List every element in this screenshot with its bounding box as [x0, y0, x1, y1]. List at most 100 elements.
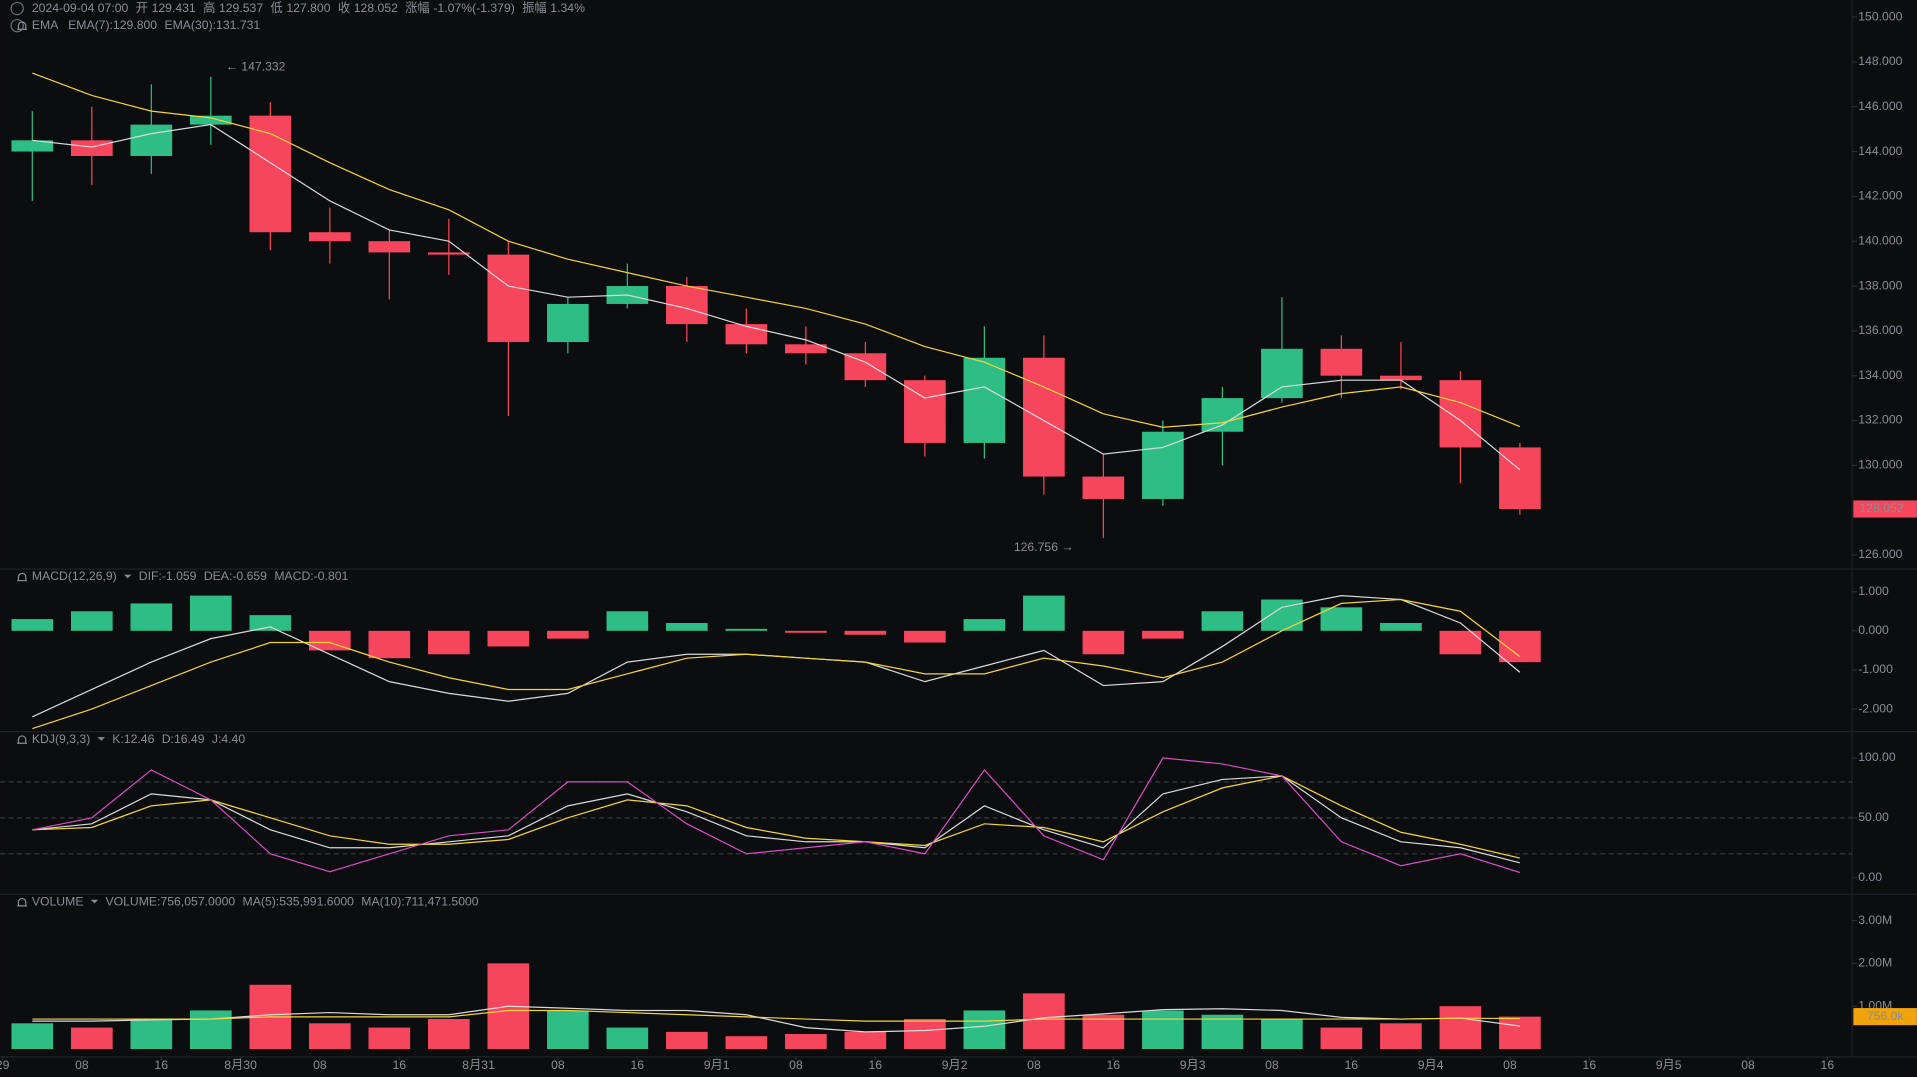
- legend-entry: MACD:-0.801: [274, 569, 348, 583]
- candle-body: [130, 124, 173, 157]
- volume-bar: [130, 1019, 173, 1050]
- candle-body: [1380, 375, 1422, 381]
- legend-entry: VOLUME:756,057.0000: [105, 894, 235, 908]
- y-tick-label: 140.000: [1858, 233, 1902, 247]
- candle-body: [725, 324, 768, 345]
- legend-title[interactable]: EMA: [32, 18, 59, 32]
- indicator-line: [32, 123, 1521, 471]
- candle-body: [1439, 380, 1482, 448]
- macd-bar: [1439, 630, 1482, 655]
- candle-body: [547, 303, 589, 343]
- info-label: 开: [136, 1, 148, 15]
- collapse-icon[interactable]: [10, 18, 24, 33]
- candle-body: [11, 140, 54, 152]
- y-tick-label: 132.000: [1858, 413, 1902, 427]
- info-label: 涨幅: [405, 0, 429, 15]
- y-tick-label: 2.00M: [1858, 956, 1892, 970]
- volume-bar: [666, 1031, 708, 1050]
- x-tick-label: 16: [630, 1058, 644, 1072]
- candle-body: [487, 254, 530, 343]
- info-value: 127.800: [286, 1, 330, 15]
- volume-bar: [904, 1019, 946, 1050]
- x-tick-label: 9月2: [942, 1058, 968, 1072]
- macd-bar: [963, 619, 1006, 631]
- candle-body: [70, 140, 113, 157]
- volume-bar: [1082, 1014, 1125, 1050]
- y-tick-label: 150.000: [1858, 9, 1902, 23]
- macd-bar: [368, 630, 411, 659]
- volume-bar: [1201, 1014, 1244, 1050]
- volume-bar: [1142, 1010, 1184, 1050]
- candle-body: [309, 232, 351, 242]
- x-tick-label: 08: [313, 1058, 327, 1072]
- volume-bar: [189, 1010, 232, 1050]
- macd-bar: [1320, 607, 1363, 631]
- dropdown-arrow[interactable]: [90, 899, 99, 904]
- bell-icon: [17, 21, 27, 30]
- info-value: 129.431: [152, 1, 196, 15]
- legend-title[interactable]: KDJ(9,3,3): [32, 732, 90, 746]
- info-label: 振幅: [522, 0, 546, 15]
- candle-body: [1082, 476, 1125, 499]
- x-tick-label: 16: [154, 1058, 168, 1072]
- price-annotation: ← 147.332: [226, 59, 286, 73]
- info-label: 收: [338, 1, 350, 15]
- macd-bar: [1201, 611, 1244, 631]
- candle-body: [1023, 357, 1065, 477]
- x-tick-label: 08: [551, 1058, 565, 1072]
- macd-bar: [130, 603, 173, 631]
- macd-bar: [666, 622, 708, 631]
- volume-bar: [606, 1027, 649, 1050]
- macd-bar: [1023, 595, 1065, 631]
- y-tick-label: -2.000: [1858, 701, 1893, 715]
- macd-bar: [11, 619, 54, 631]
- y-tick-label: 130.000: [1858, 458, 1902, 472]
- dropdown-arrow[interactable]: [97, 737, 105, 741]
- volume-bar: [1261, 1019, 1303, 1050]
- candle-body: [428, 252, 470, 255]
- volume-bar: [309, 1023, 351, 1050]
- legend-title[interactable]: MACD(12,26,9): [32, 569, 117, 583]
- legend-entry: K:12.46: [112, 732, 154, 746]
- y-tick-label: 1.000: [1858, 584, 1889, 598]
- last-price-tag: [1853, 500, 1917, 518]
- macd-bar: [606, 611, 649, 631]
- volume-bar: [1023, 993, 1065, 1050]
- macd-bar: [189, 595, 232, 631]
- candle-body: [844, 353, 887, 381]
- bell-icon: [17, 897, 27, 907]
- x-tick-label: 16: [1821, 1058, 1835, 1072]
- legend-title[interactable]: VOLUME: [32, 894, 84, 908]
- candle-body: [368, 241, 411, 253]
- macd-bar: [904, 630, 946, 643]
- candle-body: [963, 357, 1006, 443]
- collapse-icon[interactable]: [10, 1, 24, 16]
- volume-bar: [1380, 1023, 1422, 1050]
- x-tick-label: 8月31: [462, 1058, 495, 1072]
- volume-bar: [785, 1034, 827, 1050]
- x-tick-label: 08: [1027, 1058, 1041, 1072]
- info-value: 1.34%: [550, 1, 585, 15]
- x-tick-label: 9月1: [704, 1058, 730, 1072]
- y-tick-label: 3.00M: [1858, 913, 1892, 927]
- legend-entry: MA(10):711,471.5000: [361, 894, 478, 908]
- macd-bar: [428, 630, 470, 655]
- y-tick-label: 134.000: [1858, 368, 1902, 382]
- y-tick-label: 138.000: [1858, 278, 1902, 292]
- candle-body: [1499, 447, 1541, 510]
- macd-bar: [547, 630, 589, 639]
- macd-bar: [844, 630, 887, 635]
- x-tick-label: 08: [75, 1058, 89, 1072]
- candle-body: [785, 344, 827, 354]
- y-tick-label: 0.00: [1858, 870, 1882, 884]
- x-tick-label: 08: [1503, 1058, 1517, 1072]
- macd-bar: [1499, 630, 1541, 663]
- dropdown-arrow[interactable]: [124, 574, 132, 579]
- macd-bar: [785, 630, 827, 633]
- macd-bar: [249, 615, 292, 631]
- info-value: -1.07%(-1.379): [433, 1, 514, 15]
- volume-bar: [1439, 1006, 1482, 1050]
- x-tick-label: 9月4: [1418, 1058, 1444, 1072]
- volume-bar: [70, 1027, 113, 1050]
